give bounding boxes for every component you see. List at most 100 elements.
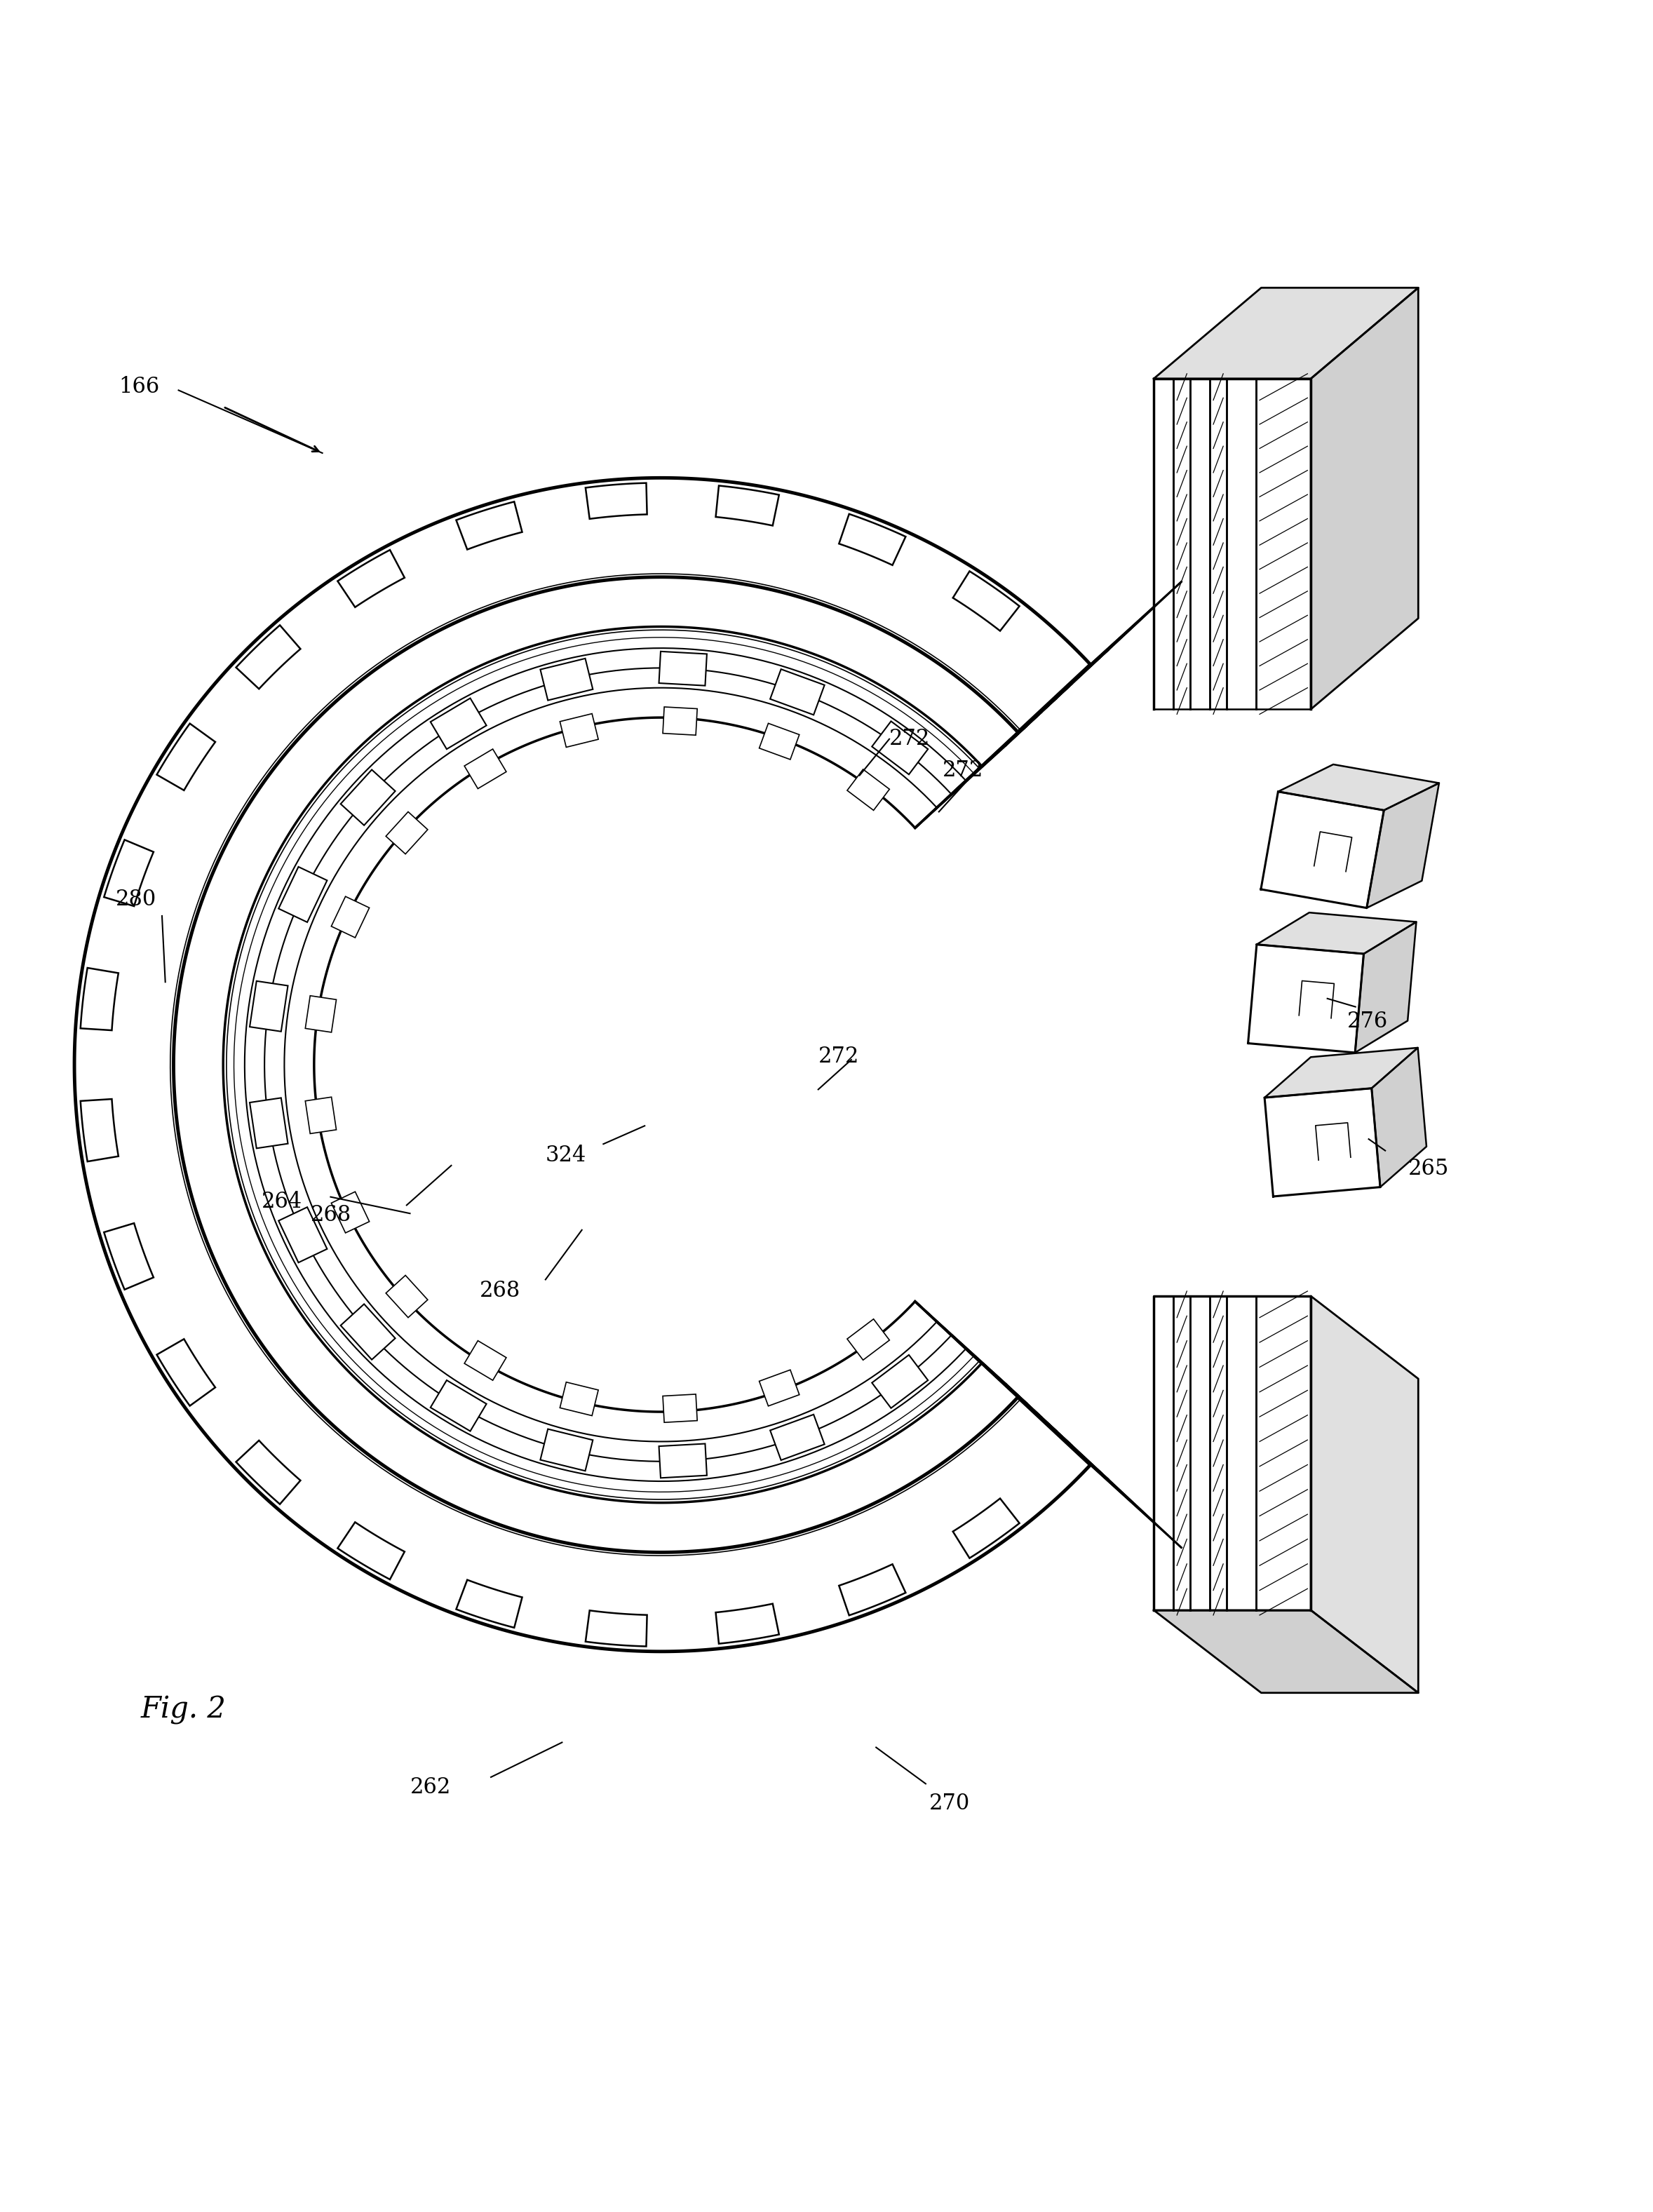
Polygon shape <box>770 670 825 714</box>
Polygon shape <box>1256 914 1417 953</box>
Polygon shape <box>871 721 927 774</box>
Polygon shape <box>456 502 522 549</box>
Polygon shape <box>74 478 1091 1652</box>
Polygon shape <box>279 1208 327 1263</box>
Polygon shape <box>1210 1296 1227 1610</box>
Polygon shape <box>840 1564 906 1615</box>
Text: 262: 262 <box>410 1776 451 1798</box>
Polygon shape <box>585 482 646 520</box>
Polygon shape <box>81 1099 119 1161</box>
Text: 268: 268 <box>311 1203 352 1225</box>
Polygon shape <box>250 982 288 1031</box>
Polygon shape <box>430 1380 486 1431</box>
Polygon shape <box>236 1440 301 1504</box>
Polygon shape <box>759 723 800 759</box>
Polygon shape <box>1367 783 1440 907</box>
Polygon shape <box>341 770 395 825</box>
Polygon shape <box>337 551 405 606</box>
Polygon shape <box>846 770 889 810</box>
Polygon shape <box>1154 1296 1174 1610</box>
Polygon shape <box>81 969 119 1031</box>
Polygon shape <box>585 1610 646 1646</box>
Polygon shape <box>1018 1398 1182 1548</box>
Text: 272: 272 <box>889 728 931 750</box>
Polygon shape <box>464 1340 506 1380</box>
Polygon shape <box>1190 1296 1210 1610</box>
Polygon shape <box>104 841 154 907</box>
Polygon shape <box>456 1579 522 1628</box>
Text: 270: 270 <box>929 1792 970 1814</box>
Polygon shape <box>1227 378 1256 710</box>
Polygon shape <box>1154 378 1174 710</box>
Polygon shape <box>1210 378 1227 710</box>
Polygon shape <box>385 1276 428 1318</box>
Polygon shape <box>1227 1296 1256 1610</box>
Polygon shape <box>1372 1048 1427 1188</box>
Text: 324: 324 <box>545 1146 587 1166</box>
Polygon shape <box>937 712 1043 807</box>
Polygon shape <box>840 513 906 564</box>
Polygon shape <box>331 1192 369 1232</box>
Polygon shape <box>1355 922 1417 1053</box>
Polygon shape <box>982 1363 1109 1480</box>
Polygon shape <box>1311 288 1418 710</box>
Polygon shape <box>952 1336 1056 1431</box>
Text: 166: 166 <box>119 376 160 398</box>
Text: 268: 268 <box>479 1281 521 1303</box>
Polygon shape <box>916 726 1028 827</box>
Text: 276: 276 <box>1347 1011 1389 1033</box>
Polygon shape <box>759 1369 800 1407</box>
Polygon shape <box>965 684 1073 781</box>
Polygon shape <box>157 1338 215 1407</box>
Polygon shape <box>965 1349 1073 1447</box>
Polygon shape <box>1278 765 1440 810</box>
Polygon shape <box>341 1305 395 1360</box>
Polygon shape <box>541 659 593 701</box>
Polygon shape <box>331 896 369 938</box>
Polygon shape <box>1261 792 1384 907</box>
Polygon shape <box>916 1301 1028 1405</box>
Polygon shape <box>952 1498 1020 1557</box>
Polygon shape <box>464 750 506 790</box>
Polygon shape <box>306 1097 336 1133</box>
Polygon shape <box>663 1394 698 1422</box>
Polygon shape <box>385 812 428 854</box>
Polygon shape <box>663 708 698 734</box>
Polygon shape <box>952 571 1020 630</box>
Polygon shape <box>337 1522 405 1579</box>
Polygon shape <box>660 1444 707 1478</box>
Polygon shape <box>560 714 598 748</box>
Polygon shape <box>279 867 327 922</box>
Text: 272: 272 <box>818 1046 860 1066</box>
Polygon shape <box>1265 1088 1380 1197</box>
Polygon shape <box>1154 288 1418 378</box>
Polygon shape <box>982 650 1109 765</box>
Polygon shape <box>846 1318 889 1360</box>
Polygon shape <box>250 1097 288 1148</box>
Text: Fig. 2: Fig. 2 <box>141 1694 226 1725</box>
Polygon shape <box>770 1413 825 1460</box>
Polygon shape <box>541 1429 593 1471</box>
Text: 265: 265 <box>1408 1157 1450 1179</box>
Polygon shape <box>1248 945 1364 1053</box>
Polygon shape <box>1154 1610 1418 1692</box>
Polygon shape <box>1174 1296 1190 1610</box>
Polygon shape <box>236 626 301 688</box>
Text: 264: 264 <box>261 1190 302 1212</box>
Polygon shape <box>1190 378 1210 710</box>
Polygon shape <box>430 699 486 750</box>
Polygon shape <box>660 650 707 686</box>
Polygon shape <box>223 626 982 1502</box>
Polygon shape <box>1265 1048 1418 1097</box>
Polygon shape <box>1174 378 1190 710</box>
Polygon shape <box>306 995 336 1033</box>
Text: 272: 272 <box>942 759 984 781</box>
Polygon shape <box>937 1323 1043 1418</box>
Polygon shape <box>1311 1296 1418 1692</box>
Polygon shape <box>157 723 215 790</box>
Polygon shape <box>1256 378 1311 710</box>
Polygon shape <box>1018 582 1182 732</box>
Polygon shape <box>1256 1296 1311 1610</box>
Polygon shape <box>952 699 1056 794</box>
Polygon shape <box>871 1356 927 1409</box>
